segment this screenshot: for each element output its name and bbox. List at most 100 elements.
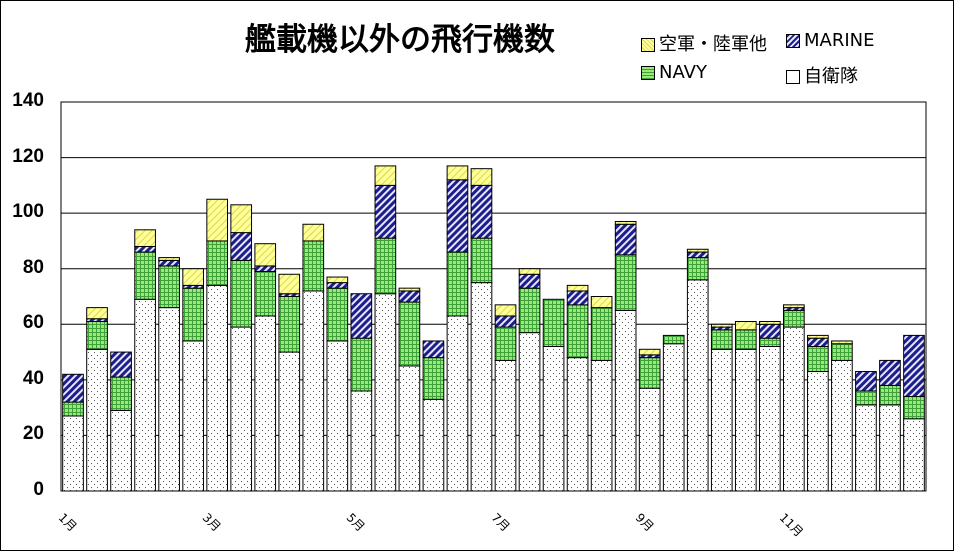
bar-marine <box>374 184 397 239</box>
bar-jsdf <box>62 415 84 492</box>
bar-jsdf <box>350 390 373 492</box>
bar-navy <box>110 376 132 411</box>
bar-jsdf <box>182 340 204 492</box>
bar-jsdf <box>542 346 565 492</box>
bar-airforce-army-other <box>206 198 229 242</box>
bar-marine <box>158 259 180 267</box>
bar-navy <box>638 357 661 389</box>
bar-jsdf <box>855 404 877 492</box>
bar-jsdf <box>206 284 229 492</box>
bar-marine <box>518 273 541 289</box>
bar-navy <box>302 240 325 292</box>
bar-navy <box>783 309 805 328</box>
bar-airforce-army-other <box>831 340 853 345</box>
bar-jsdf <box>758 346 781 492</box>
bar-marine <box>566 290 589 306</box>
bar-jsdf <box>903 418 925 492</box>
bar-navy <box>350 337 373 392</box>
legend-item-airforce-army-other: 空軍・陸軍他 <box>641 30 767 56</box>
bar-jsdf <box>254 315 277 492</box>
bar-jsdf <box>398 365 421 492</box>
bar-jsdf <box>134 298 156 492</box>
bar-jsdf <box>831 359 853 492</box>
y-tick-label: 80 <box>22 256 44 278</box>
bar-airforce-army-other <box>686 248 709 253</box>
bar-marine <box>110 351 132 378</box>
y-tick-label: 60 <box>22 312 44 334</box>
bar-navy <box>134 251 156 300</box>
bar-airforce-army-other <box>446 165 469 181</box>
bar-jsdf <box>807 371 829 492</box>
legend-swatch <box>641 66 655 80</box>
bar-marine <box>614 223 637 256</box>
bar-navy <box>86 321 108 350</box>
bar-navy <box>422 357 445 400</box>
bar-navy <box>470 237 493 284</box>
bar-navy <box>278 296 301 353</box>
legend-item-marine: MARINE <box>786 30 875 51</box>
bar-navy <box>230 259 253 328</box>
bar-marine <box>879 359 901 386</box>
y-tick-label: 40 <box>22 367 44 389</box>
bar-jsdf <box>326 340 349 492</box>
bar-navy <box>254 270 277 317</box>
bar-jsdf <box>783 326 805 492</box>
bar-airforce-army-other <box>326 276 349 284</box>
bar-navy <box>614 254 637 311</box>
bar-airforce-army-other <box>807 334 829 339</box>
bar-jsdf <box>710 348 733 492</box>
bar-jsdf <box>470 282 493 492</box>
legend-label: 自衛隊 <box>804 66 858 87</box>
bar-airforce-army-other <box>254 243 277 267</box>
bar-airforce-army-other <box>470 168 493 186</box>
y-tick-label: 120 <box>12 145 44 167</box>
bar-marine <box>326 282 349 289</box>
legend-label: 空軍・陸軍他 <box>659 34 767 55</box>
bar-marine <box>398 290 421 303</box>
bar-marine <box>230 232 253 261</box>
bar-airforce-army-other <box>758 321 781 325</box>
bar-marine <box>446 179 469 253</box>
bar-jsdf <box>638 387 661 492</box>
bar-jsdf <box>686 279 709 492</box>
legend-swatch <box>786 34 800 48</box>
bar-airforce-army-other <box>614 220 637 225</box>
bar-jsdf <box>302 290 325 492</box>
bar-jsdf <box>278 351 301 492</box>
bar-marine <box>422 340 445 359</box>
bar-navy <box>566 304 589 359</box>
y-tick-label: 100 <box>12 201 44 223</box>
bar-airforce-army-other <box>86 307 108 320</box>
legend-item-navy: NAVY <box>641 62 707 83</box>
bar-airforce-army-other <box>783 304 805 309</box>
bar-marine <box>686 251 709 259</box>
bar-marine <box>254 265 277 272</box>
bar-navy <box>758 337 781 348</box>
bar-jsdf <box>879 404 901 492</box>
bar-marine <box>134 245 156 253</box>
bar-navy <box>62 401 84 417</box>
bar-jsdf <box>662 343 685 492</box>
bar-navy <box>542 298 565 348</box>
bar-navy <box>590 307 613 361</box>
bar-jsdf <box>590 359 613 492</box>
legend-label: NAVY <box>659 62 707 83</box>
bar-navy <box>903 396 925 420</box>
bar-navy <box>662 334 685 345</box>
bar-navy <box>879 384 901 406</box>
bar-marine <box>350 293 373 339</box>
bar-airforce-army-other <box>734 321 757 331</box>
bar-marine <box>494 315 517 328</box>
bar-jsdf <box>494 359 517 492</box>
bar-airforce-army-other <box>182 268 204 286</box>
bar-marine <box>903 334 925 398</box>
bar-marine <box>807 337 829 348</box>
bar-navy <box>158 265 180 309</box>
legend-swatch <box>641 38 655 52</box>
y-tick-label: 0 <box>33 479 44 500</box>
bar-jsdf <box>158 307 180 492</box>
bar-navy <box>206 240 229 286</box>
bar-airforce-army-other <box>590 296 613 309</box>
bar-jsdf <box>374 293 397 492</box>
